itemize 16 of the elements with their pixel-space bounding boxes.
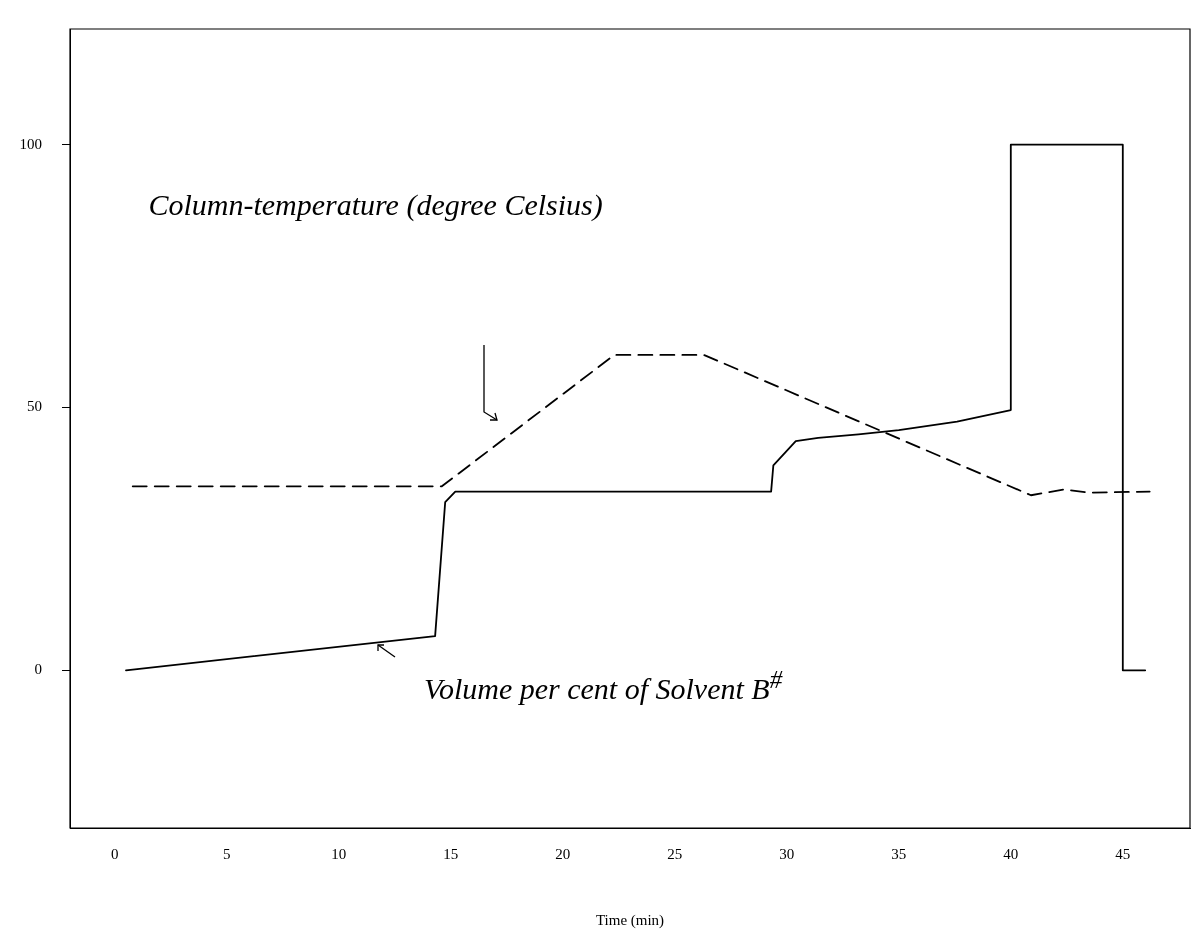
x-axis-title: Time (min)	[595, 911, 665, 929]
y-tick-label: 50	[27, 398, 42, 415]
x-tick-label: 15	[443, 845, 459, 862]
x-tick-label: 10	[331, 845, 347, 862]
x-tick-label: 45	[1115, 845, 1131, 862]
x-tick-label: 0	[111, 845, 119, 862]
y-tick-label: 100	[19, 135, 42, 152]
annotation: Volume per cent of Solvent B$^{#}$	[423, 666, 783, 707]
x-tick-label: 35	[891, 845, 907, 862]
x-tick-label: 5	[223, 845, 231, 862]
y-tick-label: 0	[34, 661, 42, 678]
x-tick-label: 20	[555, 845, 571, 862]
x-tick-label: 30	[779, 845, 795, 862]
x-tick-label: 40	[1003, 845, 1019, 862]
annotation: Column-temperature (degree Celsius)	[148, 187, 603, 222]
x-tick-label: 25	[667, 845, 683, 862]
